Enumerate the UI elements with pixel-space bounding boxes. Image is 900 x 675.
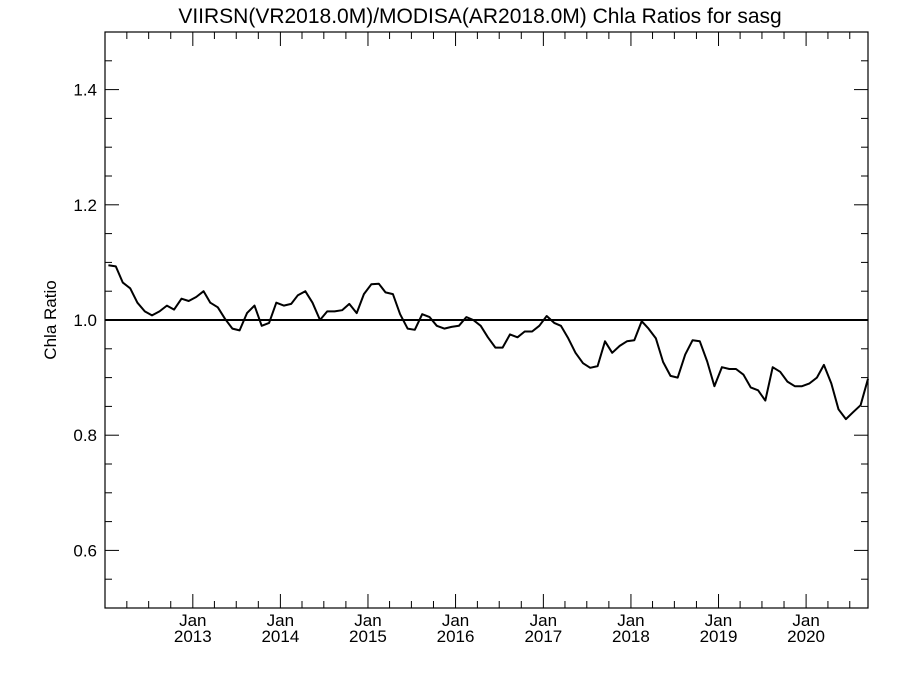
x-tick-label-month: Jan — [792, 611, 819, 630]
y-tick-labels: 0.6 0.8 1.0 1.2 1.4 — [73, 81, 97, 561]
x-tick-label-month: Jan — [617, 611, 644, 630]
y-tick-label: 1.2 — [73, 196, 97, 215]
x-tick-label-month: Jan — [267, 611, 294, 630]
x-tick-label-month: Jan — [354, 611, 381, 630]
y-tick-label: 1.4 — [73, 81, 97, 100]
x-tick-labels: Jan2013Jan2014Jan2015Jan2016Jan2017Jan20… — [174, 611, 825, 646]
y-tick-label: 1.0 — [73, 311, 97, 330]
x-tick-label-year: 2020 — [787, 627, 825, 646]
axis-ticks — [105, 31, 868, 609]
x-tick-label-year: 2017 — [524, 627, 562, 646]
series-line — [108, 264, 869, 421]
x-tick-label-month: Jan — [705, 611, 732, 630]
y-tick-label: 0.6 — [73, 541, 97, 560]
y-tick-label: 0.8 — [73, 426, 97, 445]
x-tick-label-year: 2018 — [612, 627, 650, 646]
plot-area-frame — [104, 31, 869, 609]
x-tick-label-month: Jan — [179, 611, 206, 630]
x-tick-label-year: 2019 — [700, 627, 738, 646]
x-tick-label-year: 2013 — [174, 627, 212, 646]
chart-title: VIIRSN(VR2018.0M)/MODISA(AR2018.0M) Chla… — [178, 5, 781, 28]
x-tick-label-year: 2014 — [261, 627, 299, 646]
y-axis-label: Chla Ratio — [41, 280, 60, 359]
x-tick-label-year: 2016 — [437, 627, 475, 646]
x-tick-label-month: Jan — [442, 611, 469, 630]
x-tick-label-year: 2015 — [349, 627, 387, 646]
x-tick-label-month: Jan — [530, 611, 557, 630]
